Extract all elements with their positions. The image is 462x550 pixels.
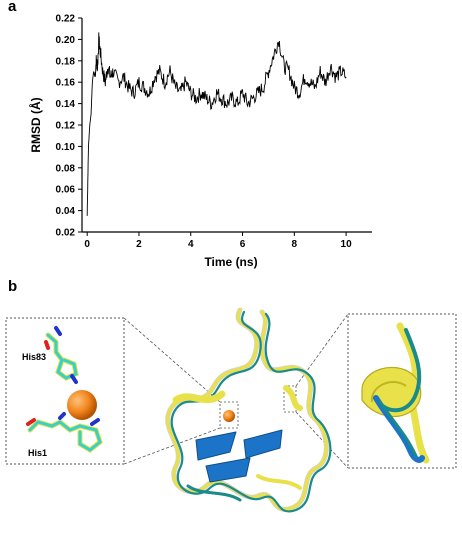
his83-residue <box>44 326 79 384</box>
y-tick-label: 0.10 <box>56 142 76 153</box>
x-tick-label: 8 <box>292 239 298 250</box>
central-metal-ion <box>223 410 235 422</box>
y-axis-label: RMSD (Å) <box>28 97 43 152</box>
right-inset-loop <box>347 313 457 469</box>
y-tick-label: 0.04 <box>56 206 76 217</box>
panel-label-b: b <box>8 278 18 295</box>
chart-axes <box>81 18 372 233</box>
series-line-rmsd <box>86 32 347 216</box>
left-inset-active-site: His83 His1 <box>5 317 125 465</box>
y-tick-label: 0.16 <box>56 78 76 89</box>
protein-ribbon <box>165 307 332 513</box>
y-ticks: 0.02 0.04 0.06 0.08 0.10 0.12 0.14 0.16 0.18 0.20… <box>56 14 82 239</box>
x-tick-label: 10 <box>341 239 353 250</box>
active-site-highlight-box <box>219 401 239 429</box>
protein-structure-figure: His83 His1 <box>5 307 457 513</box>
y-tick-label: 0.02 <box>56 228 76 239</box>
x-tick-label: 6 <box>240 239 246 250</box>
metal-ion-sphere <box>67 390 97 420</box>
y-tick-label: 0.22 <box>56 14 76 25</box>
y-tick-label: 0.12 <box>56 121 76 132</box>
y-tick-label: 0.18 <box>56 56 76 67</box>
x-axis-label: Time (ns) <box>204 255 257 269</box>
y-tick-label: 0.20 <box>56 35 76 46</box>
x-ticks: 0 2 4 6 8 10 <box>84 232 352 250</box>
inset-connectors <box>123 313 349 469</box>
x-tick-label: 2 <box>136 239 142 250</box>
y-tick-label: 0.06 <box>56 185 76 196</box>
his1-residue <box>26 412 103 454</box>
y-tick-label: 0.14 <box>56 99 76 110</box>
panel-label-a: a <box>8 0 17 15</box>
his83-label: His83 <box>22 352 46 362</box>
y-tick-label: 0.08 <box>56 163 76 174</box>
x-tick-label: 0 <box>84 239 90 250</box>
rmsd-chart: 0.02 0.04 0.06 0.08 0.10 0.12 0.14 0.16 0.18 0.20… <box>28 14 372 269</box>
his1-label: His1 <box>28 448 47 458</box>
x-tick-label: 4 <box>188 239 194 250</box>
